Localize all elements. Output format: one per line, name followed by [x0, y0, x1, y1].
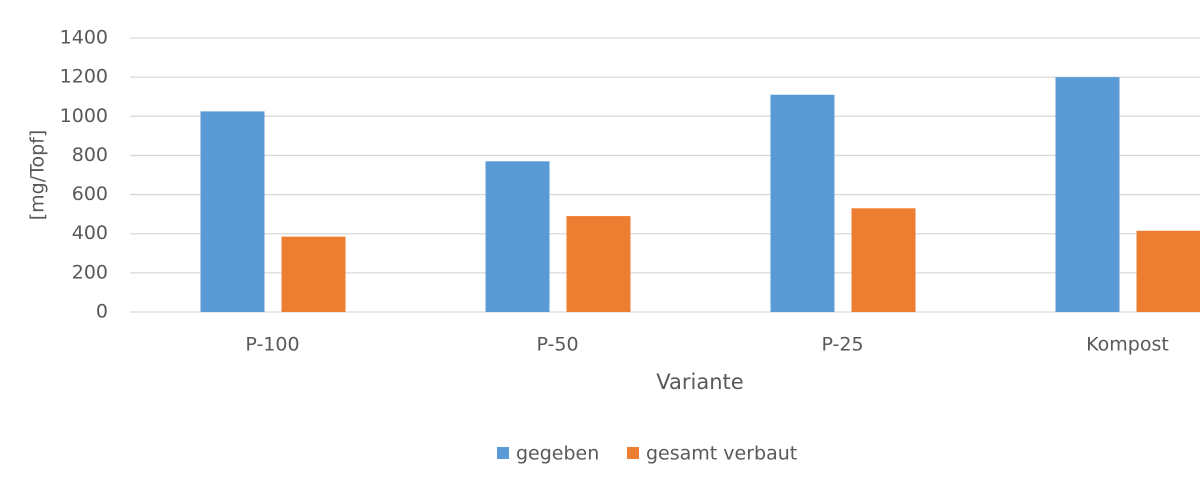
bar	[851, 208, 916, 312]
y-tick-label: 1000	[60, 105, 108, 127]
legend-swatch	[627, 447, 639, 459]
legend-swatch	[497, 447, 509, 459]
bar	[566, 216, 631, 312]
x-axis-title: Variante	[656, 370, 743, 394]
bar	[770, 94, 835, 312]
x-tick-label: P-100	[245, 334, 299, 356]
x-tick-label: P-50	[536, 334, 578, 356]
y-tick-label: 200	[72, 261, 108, 283]
y-axis-title: [mg/Topf]	[27, 130, 49, 221]
x-tick-label: P-25	[821, 334, 863, 356]
bar	[1055, 77, 1120, 313]
y-tick-label: 1200	[60, 66, 108, 88]
legend-label: gesamt verbaut	[646, 443, 797, 465]
y-tick-label: 1400	[60, 27, 108, 49]
y-tick-label: 600	[72, 183, 108, 205]
bar	[200, 111, 265, 313]
y-tick-label: 0	[96, 301, 108, 323]
bar	[281, 236, 346, 312]
bar	[485, 161, 550, 312]
bar	[1136, 230, 1200, 312]
y-tick-label: 800	[72, 144, 108, 166]
x-tick-label: Kompost	[1086, 334, 1169, 356]
legend-label: gegeben	[516, 443, 599, 465]
y-tick-label: 400	[72, 222, 108, 244]
